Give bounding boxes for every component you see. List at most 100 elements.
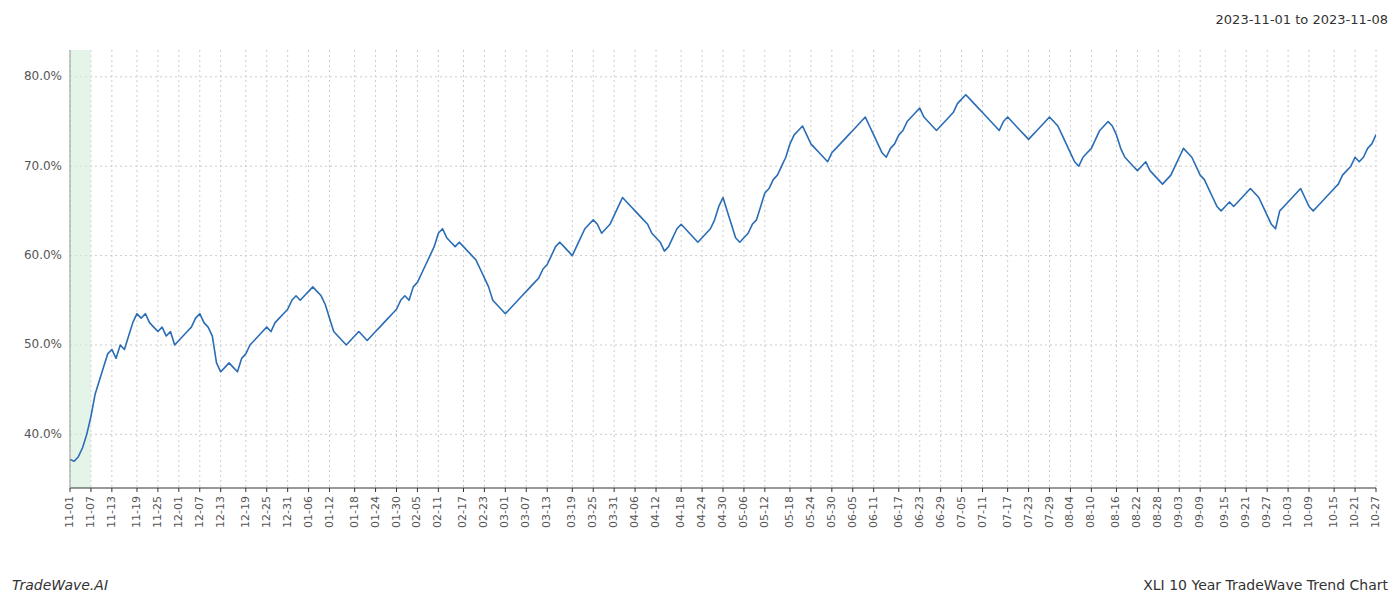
x-tick-label: 11-13 [105, 496, 118, 528]
x-tick-label: 07-29 [1043, 496, 1056, 528]
x-grid-line [463, 50, 464, 488]
x-tick-label: 11-01 [63, 496, 76, 528]
x-grid-line [1267, 50, 1268, 488]
x-grid-line [1225, 50, 1226, 488]
texts: 40.0%50.0%60.0%70.0%80.0%11-0111-0711-13… [12, 12, 1388, 593]
x-grid-line [982, 50, 983, 488]
x-tick-label: 09-21 [1239, 496, 1252, 528]
x-tick-label: 12-25 [260, 496, 273, 528]
x-grid-line [220, 50, 221, 488]
x-grid-line [656, 50, 657, 488]
x-tick-label: 09-15 [1218, 496, 1231, 528]
highlight-band [70, 50, 91, 488]
x-grid-line [1007, 50, 1008, 488]
x-tick-label: 03-01 [498, 496, 511, 528]
x-grid-line [1200, 50, 1201, 488]
x-grid-line [764, 50, 765, 488]
x-tick-label: 02-11 [431, 496, 444, 528]
x-grid-line [547, 50, 548, 488]
x-tick-label: 03-25 [586, 496, 599, 528]
x-tick-label: 06-23 [913, 496, 926, 528]
x-grid-line [852, 50, 853, 488]
x-axis-line [70, 487, 1376, 488]
x-tick-label: 02-23 [477, 496, 490, 528]
x-tick-label: 01-18 [348, 496, 361, 528]
x-grid-line [70, 50, 71, 488]
subtitle: 2023-11-01 to 2023-11-08 [1216, 12, 1388, 27]
x-grid-line [810, 50, 811, 488]
x-grid-line [484, 50, 485, 488]
x-grid-line [287, 50, 288, 488]
trend-line [70, 95, 1376, 461]
x-grid-line [614, 50, 615, 488]
x-tick-label: 01-24 [369, 496, 382, 528]
x-tick-label: 05-18 [783, 496, 796, 528]
x-tick-label: 04-12 [649, 496, 662, 528]
x-tick-label: 10-09 [1302, 496, 1315, 528]
x-tick-label: 09-27 [1260, 496, 1273, 528]
x-tick-label: 07-05 [955, 496, 968, 528]
x-tick-label: 03-19 [565, 496, 578, 528]
y-axis-line [70, 50, 71, 488]
x-grid-line [438, 50, 439, 488]
x-grid-line [940, 50, 941, 488]
chart-container: 40.0%50.0%60.0%70.0%80.0%11-0111-0711-13… [0, 0, 1400, 600]
x-tick-label: 10-21 [1348, 496, 1361, 528]
x-grid-line [1179, 50, 1180, 488]
x-tick-label: 05-12 [758, 496, 771, 528]
x-grid-line [898, 50, 899, 488]
x-tick-label: 02-05 [410, 496, 423, 528]
x-tick-label: 08-16 [1109, 496, 1122, 528]
x-tick-label: 11-19 [130, 496, 143, 528]
x-grid-line [245, 50, 246, 488]
title: XLI 10 Year TradeWave Trend Chart [1143, 577, 1388, 593]
x-tick-label: 06-29 [934, 496, 947, 528]
x-grid-line [354, 50, 355, 488]
x-grid-line [1158, 50, 1159, 488]
x-grid-line [308, 50, 309, 488]
x-tick-label: 09-03 [1172, 496, 1185, 528]
x-grid-line [266, 50, 267, 488]
x-grid-line [919, 50, 920, 488]
x-grid-line [505, 50, 506, 488]
x-grid-line [178, 50, 179, 488]
x-tick-label: 12-13 [214, 496, 227, 528]
y-tick-label: 70.0% [24, 159, 62, 173]
x-grid-line [831, 50, 832, 488]
x-tick-label: 10-27 [1369, 496, 1382, 528]
x-tick-label: 08-28 [1151, 496, 1164, 528]
x-grid-line [136, 50, 137, 488]
x-tick-label: 10-15 [1327, 496, 1340, 528]
x-grid-line [111, 50, 112, 488]
x-tick-label: 05-06 [737, 496, 750, 528]
x-grid-line [873, 50, 874, 488]
grid [70, 50, 1376, 488]
y-tick-label: 60.0% [24, 248, 62, 262]
x-tick-label: 11-25 [151, 496, 164, 528]
x-tick-label: 06-05 [846, 496, 859, 528]
x-tick-label: 10-03 [1281, 496, 1294, 528]
x-tick-label: 12-07 [193, 496, 206, 528]
x-tick-label: 08-22 [1130, 496, 1143, 528]
x-tick-label: 05-24 [804, 496, 817, 528]
y-grid-line [70, 434, 1376, 435]
x-grid-line [635, 50, 636, 488]
x-grid-line [1116, 50, 1117, 488]
x-grid-line [1091, 50, 1092, 488]
x-grid-line [396, 50, 397, 488]
x-grid-line [1309, 50, 1310, 488]
chart: 40.0%50.0%60.0%70.0%80.0%11-0111-0711-13… [0, 0, 1400, 600]
x-tick-label: 08-04 [1063, 496, 1076, 528]
y-tick-label: 50.0% [24, 337, 62, 351]
x-tick-label: 03-13 [540, 496, 553, 528]
x-tick-label: 09-09 [1193, 496, 1206, 528]
x-grid-line [526, 50, 527, 488]
x-grid-line [329, 50, 330, 488]
x-grid-line [572, 50, 573, 488]
annotation: TradeWave.AI [12, 577, 108, 593]
x-tick-label: 12-31 [281, 496, 294, 528]
y-tick-label: 80.0% [24, 69, 62, 83]
x-tick-label: 07-11 [976, 496, 989, 528]
x-grid-line [1070, 50, 1071, 488]
x-tick-label: 07-17 [1001, 496, 1014, 528]
